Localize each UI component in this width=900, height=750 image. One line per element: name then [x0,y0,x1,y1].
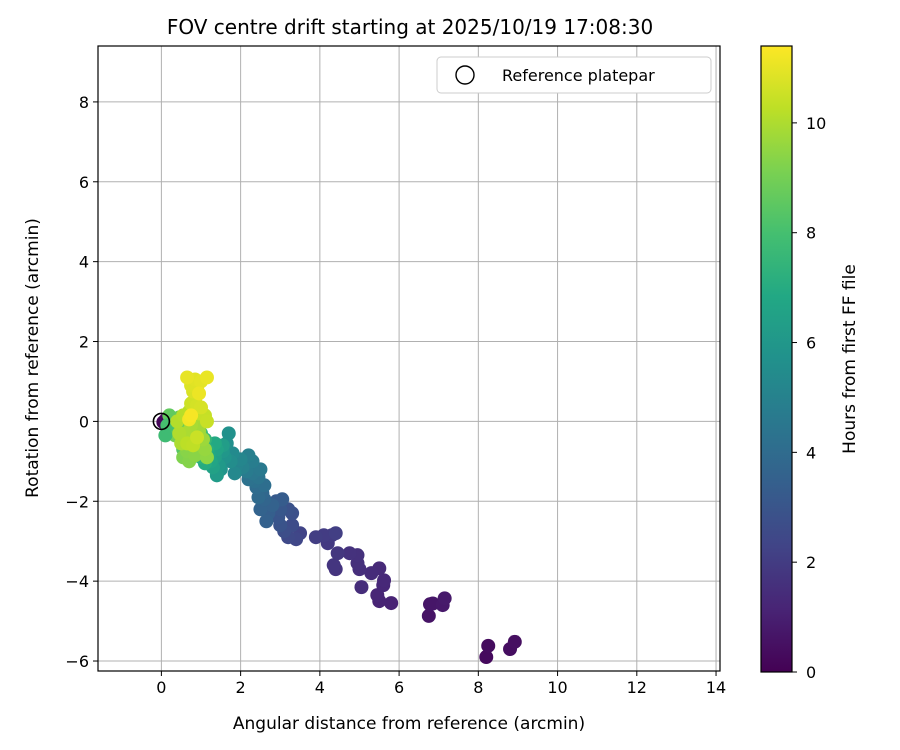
data-points [156,370,522,665]
colorbar-tick-label: 10 [806,114,826,133]
x-tick-label: 14 [706,678,726,697]
data-point [308,530,323,545]
data-point [227,466,242,481]
data-point [326,558,341,573]
x-tick-label: 8 [473,678,483,697]
colorbar-tick-label: 6 [806,334,816,353]
y-tick-label: −4 [65,572,89,591]
colorbar-ticks: 0 2 4 6 8 10 [792,114,826,682]
colorbar-label: Hours from first FF file [840,264,860,454]
data-point [199,370,214,385]
data-point [364,566,379,581]
data-point [437,591,452,606]
y-tick-label: −2 [65,492,89,511]
x-tick-label: 6 [394,678,404,697]
data-point [421,608,436,623]
data-point [192,386,207,401]
legend-marker-icon [455,65,475,85]
colorbar-tick-label: 4 [806,443,816,462]
data-point [342,546,357,561]
grid-lines [98,46,720,671]
data-point [194,400,209,415]
legend-box [436,56,712,94]
y-tick-label: 2 [79,333,89,352]
x-axis-ticks: 0 2 4 6 8 10 12 14 [156,671,726,697]
colorbar-tick-label: 0 [806,663,816,682]
data-point [479,650,494,665]
data-point [199,414,214,429]
y-tick-label: 4 [79,253,89,272]
data-point [384,596,399,611]
data-point [184,408,199,423]
plot-frame [97,45,721,672]
x-tick-label: 0 [156,678,166,697]
data-point [330,546,345,561]
legend: Reference platepar [436,56,712,94]
colorbar-tick-label: 8 [806,224,816,243]
reference-point [152,412,171,431]
plot-area [97,45,721,672]
x-tick-label: 10 [547,678,567,697]
data-point [180,370,195,385]
x-axis-label: Angular distance from reference (arcmin) [233,714,585,734]
x-tick-label: 12 [627,678,647,697]
data-point [259,514,274,529]
y-axis-label: Rotation from reference (arcmin) [23,218,43,498]
data-point [190,430,205,445]
data-point [507,634,522,649]
y-tick-label: 8 [79,93,89,112]
data-point [158,428,173,443]
data-point [354,580,369,595]
x-tick-label: 4 [315,678,325,697]
data-point [172,426,187,441]
data-point [221,426,236,441]
data-point [377,573,392,588]
data-point [481,638,496,653]
y-tick-label: 6 [79,173,89,192]
colorbar-gradient [760,45,793,673]
colorbar-tick-label: 2 [806,553,816,572]
y-axis-ticks: −6 −4 −2 0 2 4 6 8 [65,93,98,671]
colorbar: 0 2 4 6 8 10 Hours from first FF file [760,45,860,682]
y-tick-label: 0 [79,412,89,431]
data-point [328,526,343,541]
legend-label: Reference platepar [502,66,655,85]
x-tick-label: 2 [236,678,246,697]
chart-title: FOV centre drift starting at 2025/10/19 … [167,15,653,39]
y-tick-label: −6 [65,652,89,671]
